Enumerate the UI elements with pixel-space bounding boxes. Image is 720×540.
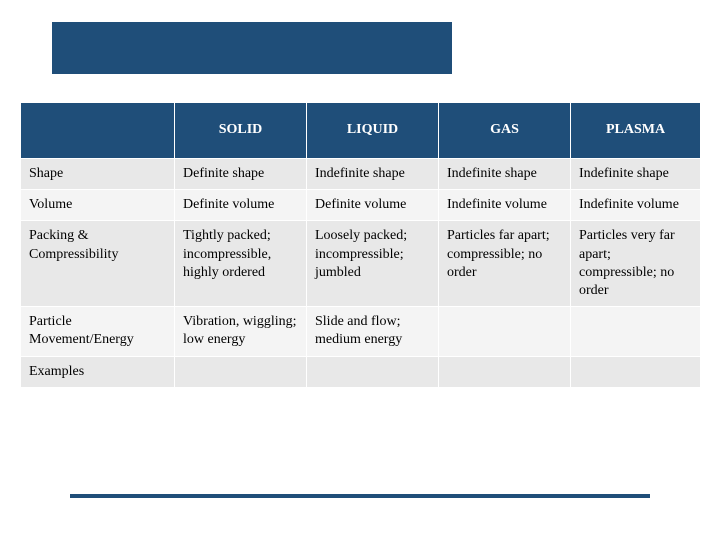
cell <box>571 356 701 387</box>
table-header-row: SOLID LIQUID GAS PLASMA <box>21 103 701 159</box>
cell: Indefinite shape <box>571 159 701 190</box>
cell: Definite shape <box>175 159 307 190</box>
row-label-packing: Packing & Compressibility <box>21 221 175 307</box>
cell: Definite volume <box>307 190 439 221</box>
cell <box>439 356 571 387</box>
table-row: Shape Definite shape Indefinite shape In… <box>21 159 701 190</box>
decorative-header-bar <box>52 22 452 74</box>
column-header-blank <box>21 103 175 159</box>
cell: Indefinite volume <box>571 190 701 221</box>
cell: Loosely packed; incompressible; jumbled <box>307 221 439 307</box>
cell <box>175 356 307 387</box>
comparison-table-container: SOLID LIQUID GAS PLASMA Shape Definite s… <box>20 102 700 388</box>
cell: Slide and flow; medium energy <box>307 307 439 356</box>
row-label-movement: Particle Movement/Energy <box>21 307 175 356</box>
cell: Indefinite shape <box>307 159 439 190</box>
cell <box>571 307 701 356</box>
column-header-liquid: LIQUID <box>307 103 439 159</box>
decorative-footer-rule <box>70 494 650 498</box>
cell: Indefinite shape <box>439 159 571 190</box>
cell: Vibration, wiggling; low energy <box>175 307 307 356</box>
cell: Indefinite volume <box>439 190 571 221</box>
cell <box>307 356 439 387</box>
column-header-solid: SOLID <box>175 103 307 159</box>
table-row: Packing & Compressibility Tightly packed… <box>21 221 701 307</box>
row-label-volume: Volume <box>21 190 175 221</box>
table-row: Particle Movement/Energy Vibration, wigg… <box>21 307 701 356</box>
cell: Particles very far apart; compressible; … <box>571 221 701 307</box>
cell: Definite volume <box>175 190 307 221</box>
row-label-shape: Shape <box>21 159 175 190</box>
states-of-matter-table: SOLID LIQUID GAS PLASMA Shape Definite s… <box>20 102 701 388</box>
cell: Tightly packed; incompressible, highly o… <box>175 221 307 307</box>
column-header-gas: GAS <box>439 103 571 159</box>
cell: Particles far apart; compressible; no or… <box>439 221 571 307</box>
table-row: Examples <box>21 356 701 387</box>
column-header-plasma: PLASMA <box>571 103 701 159</box>
row-label-examples: Examples <box>21 356 175 387</box>
table-row: Volume Definite volume Definite volume I… <box>21 190 701 221</box>
cell <box>439 307 571 356</box>
